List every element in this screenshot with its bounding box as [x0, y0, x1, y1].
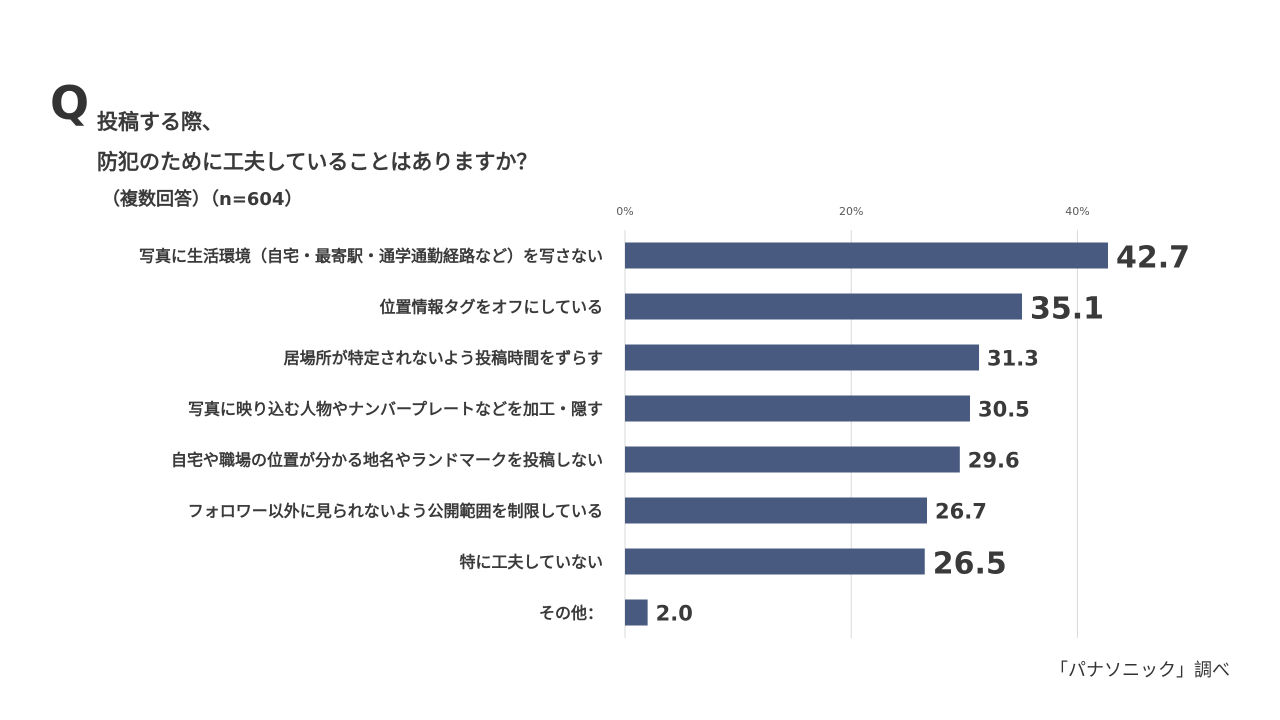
- category-label: フォロワー以外に見られないよう公開範囲を制限している: [188, 502, 603, 521]
- category-label: 自宅や職場の位置が分かる地名やランドマークを投稿しない: [171, 451, 603, 470]
- question-line-1: 投稿する際、: [97, 110, 223, 134]
- category-label: 位置情報タグをオフにしている: [379, 298, 603, 317]
- value-label: 35.1: [1030, 292, 1104, 327]
- bar: [625, 395, 970, 422]
- category-label: 写真に映り込む人物やナンバープレートなどを加工・隠す: [188, 400, 603, 419]
- value-label: 26.7: [935, 500, 987, 524]
- value-label: 31.3: [987, 347, 1039, 371]
- bar: [625, 548, 925, 575]
- x-tick-label: 40%: [1065, 205, 1089, 218]
- category-label: 特に工夫していない: [459, 553, 603, 572]
- bar: [625, 242, 1108, 269]
- value-label: 26.5: [933, 547, 1007, 582]
- category-label: 写真に生活環境（自宅・最寄駅・通学通勤経路など）を写さない: [139, 247, 603, 266]
- value-label: 29.6: [968, 449, 1020, 473]
- source-credit: 「パナソニック」調べ: [1050, 660, 1230, 681]
- bar: [625, 497, 928, 524]
- question-line-2: 防犯のために工夫していることはありますか？: [97, 150, 538, 174]
- question-note: （複数回答）（n=604）: [102, 189, 303, 210]
- category-label: その他：: [539, 604, 603, 623]
- bar: [625, 599, 648, 626]
- value-label: 42.7: [1116, 241, 1190, 276]
- question-mark: Q: [50, 76, 90, 130]
- value-label: 30.5: [978, 398, 1030, 422]
- category-label: 居場所が特定されないよう投稿時間をずらす: [284, 349, 603, 368]
- x-tick-label: 0%: [616, 205, 633, 218]
- x-tick-label: 20%: [839, 205, 863, 218]
- bar: [625, 446, 960, 473]
- value-label: 2.0: [656, 602, 693, 626]
- bar: [625, 344, 980, 371]
- bar: [625, 293, 1023, 320]
